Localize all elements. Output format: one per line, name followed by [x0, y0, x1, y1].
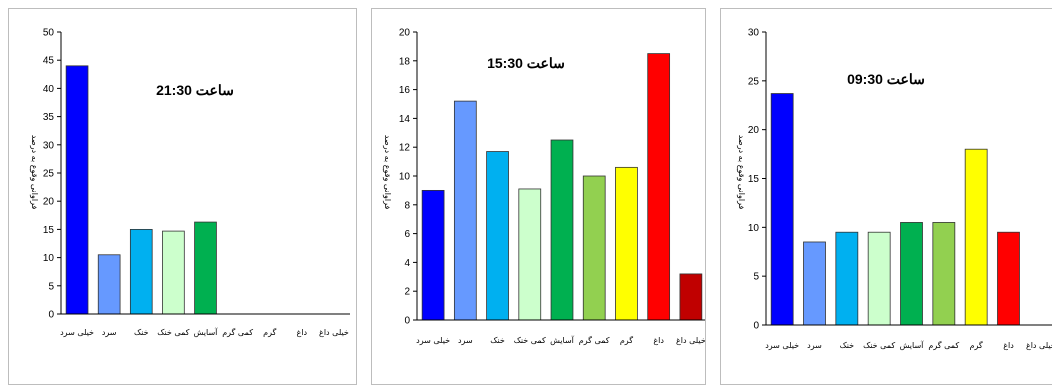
- x-category-label: گرم: [970, 340, 983, 350]
- x-category-label: خیلی سرد: [416, 336, 450, 345]
- y-tick-label: 35: [43, 112, 55, 123]
- chart-panel-1530: 0 2 4 6 8 10 12 14 16 18 20 خیلی سرد سرد خنک کمی خنک آس…: [371, 8, 706, 385]
- chart-title: ساعت 21:30: [156, 82, 234, 98]
- bar-2: [486, 151, 509, 321]
- bar-4: [900, 222, 923, 326]
- chart-2130: 0 5 10 15 20 25 30 35 40 45 50 خیلی سرد سرد خنک کمی خن…: [30, 28, 350, 337]
- x-category-label: خیلی سرد: [60, 328, 94, 337]
- bar-1: [803, 241, 826, 326]
- y-tick-label: 4: [404, 258, 410, 269]
- y-tick-label: 30: [43, 140, 55, 151]
- y-tick-label: 20: [43, 197, 55, 208]
- y-tick-label: 15: [748, 174, 760, 185]
- y-tick-label: 6: [404, 229, 410, 240]
- x-category-label: آسایش: [900, 340, 925, 350]
- y-tick-label: 8: [404, 200, 410, 211]
- bar-1: [453, 100, 477, 321]
- bar-4: [194, 221, 217, 315]
- y-tick-label: 5: [753, 272, 759, 283]
- x-category-label: کمی گرم: [222, 327, 253, 337]
- y-tick-label: 50: [43, 28, 55, 39]
- y-tick-label: 16: [399, 85, 411, 96]
- y-tick-label: 20: [748, 125, 760, 136]
- chart-1530: 0 2 4 6 8 10 12 14 16 18 20 خیلی سرد سرد خنک کمی خنک آس…: [383, 28, 706, 345]
- y-axis-label: فراوانی وقوع به درصد: [737, 135, 746, 210]
- y-tick-label: 10: [43, 253, 55, 264]
- bar-7: [647, 53, 671, 321]
- x-category-label: داغ: [297, 328, 308, 337]
- bar-3: [867, 231, 891, 326]
- y-tick-label: 12: [399, 143, 411, 154]
- x-category-label: سرد: [458, 336, 473, 345]
- x-category-label: خیلی داغ: [676, 336, 706, 345]
- y-tick-label: 14: [399, 114, 411, 125]
- y-tick-label: 0: [404, 316, 410, 327]
- y-tick-label: 18: [399, 56, 411, 67]
- chart-title: ساعت 15:30: [487, 55, 565, 71]
- x-category-label: کمی گرم: [579, 335, 610, 345]
- x-category-label: گرم: [263, 327, 276, 337]
- bar-0: [65, 65, 89, 315]
- x-category-label: خنک: [490, 336, 505, 345]
- chart-0930: 0 5 10 15 20 25 30 خیلی سرد سرد خنک کمی خنک آسایش کم…: [737, 28, 1052, 350]
- chart-title: ساعت 09:30: [847, 71, 925, 87]
- chart-panel-2130: 0 5 10 15 20 25 30 35 40 45 50 خیلی سرد سرد خنک کمی خن…: [8, 8, 357, 385]
- bar-8: [679, 273, 703, 321]
- x-category-label: کمی خنک: [514, 336, 546, 345]
- y-tick-label: 30: [748, 28, 760, 39]
- bar-0: [421, 189, 445, 321]
- y-axis-label: فراوانی وقوع به درصد: [383, 135, 392, 210]
- x-category-label: آسایش: [194, 327, 219, 337]
- y-tick-label: 2: [404, 287, 410, 298]
- bar-2: [129, 228, 153, 315]
- y-tick-label: 0: [48, 310, 54, 321]
- bar-4: [550, 139, 574, 321]
- x-category-label: گرم: [620, 335, 633, 345]
- y-tick-label: 10: [399, 172, 411, 183]
- y-tick-label: 10: [748, 223, 760, 234]
- bar-3: [518, 188, 542, 321]
- chart-panel-0930: 0 5 10 15 20 25 30 خیلی سرد سرد خنک کمی خنک آسایش کم…: [720, 8, 1052, 385]
- y-tick-label: 15: [43, 225, 55, 236]
- x-category-label: خیلی سرد: [765, 341, 799, 350]
- x-category-label: داغ: [653, 336, 664, 345]
- x-category-label: خنک: [134, 328, 149, 337]
- bar-3: [162, 230, 185, 315]
- y-tick-label: 0: [753, 321, 759, 332]
- y-tick-label: 25: [748, 76, 760, 87]
- x-category-label: سرد: [102, 328, 117, 337]
- y-tick-label: 45: [43, 56, 55, 67]
- x-category-label: کمی خنک: [157, 328, 189, 337]
- bar-5: [932, 222, 956, 326]
- bar-7: [997, 231, 1020, 326]
- x-category-label: آسایش: [550, 335, 575, 345]
- x-category-label: سرد: [807, 341, 822, 350]
- y-tick-label: 40: [43, 84, 55, 95]
- bar-6: [964, 148, 988, 326]
- bar-5: [582, 175, 606, 321]
- y-tick-label: 5: [48, 281, 54, 292]
- x-category-label: کمی گرم: [928, 340, 959, 350]
- bar-0: [770, 93, 794, 326]
- x-category-label: خیلی داغ: [1026, 341, 1052, 350]
- y-tick-label: 20: [399, 28, 411, 39]
- y-axis-label: فراوانی وقوع به درصد: [30, 135, 39, 210]
- y-tick-label: 25: [43, 169, 55, 180]
- bar-2: [835, 231, 859, 326]
- x-category-label: خیلی داغ: [319, 328, 349, 337]
- x-category-label: داغ: [1003, 341, 1014, 350]
- x-category-label: خنک: [840, 341, 855, 350]
- x-category-label: کمی خنک: [863, 341, 895, 350]
- bar-6: [615, 166, 638, 321]
- bar-1: [97, 254, 121, 315]
